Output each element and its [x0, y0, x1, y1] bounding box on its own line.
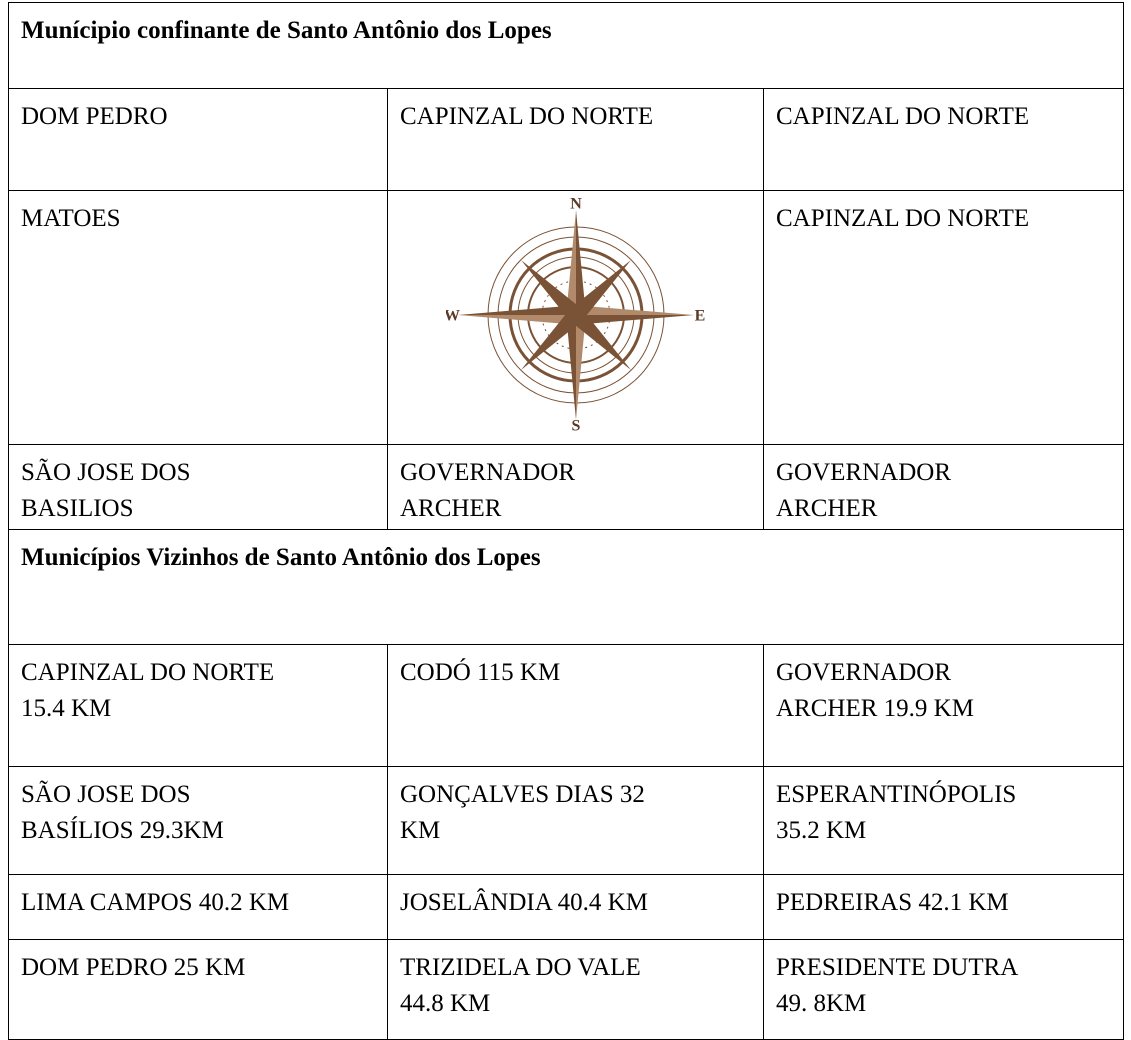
compass-label: W: [446, 308, 460, 325]
cell-text: CAPINZAL DO NORTE: [776, 205, 1030, 232]
cell: CAPINZAL DO NORTE: [762, 190, 1125, 445]
cell-text: CODÓ 115 KM: [400, 659, 561, 686]
cell: PEDREIRAS 42.1 KM: [762, 874, 1125, 940]
compass-label: S: [571, 418, 580, 433]
cell-text: 49. 8KM: [776, 990, 867, 1017]
cell: DOM PEDRO: [8, 88, 388, 191]
cell-text: BASÍLIOS 29.3KM: [21, 817, 224, 844]
cell-text: 44.8 KM: [400, 990, 491, 1017]
row: DOM PEDRO 25 KM TRIZIDELA DO VALE 44.8 KM P…: [8, 939, 1125, 1040]
cell: GOVERNADOR ARCHER: [387, 444, 764, 530]
cell-text: JOSELÂNDIA 40.4 KM: [400, 889, 648, 916]
cell-text: LIMA CAMPOS 40.2 KM: [21, 889, 290, 916]
cell-text: ARCHER 19.9 KM: [776, 695, 974, 722]
cell: CAPINZAL DO NORTE: [387, 88, 764, 191]
cell-text: BASILIOS: [21, 495, 134, 522]
cell: CAPINZAL DO NORTE: [762, 88, 1125, 191]
table: Munícipio confinante de Santo Antônio do…: [7, 2, 1125, 1040]
cell-text: MATOES: [21, 205, 121, 232]
cell-text: GOVERNADOR: [776, 659, 951, 686]
cell-text: CAPINZAL DO NORTE: [776, 103, 1030, 130]
cell: JOSELÂNDIA 40.4 KM: [387, 874, 764, 940]
section-title: Municípios Vizinhos de Santo Antônio dos…: [7, 529, 1125, 645]
cell: LIMA CAMPOS 40.2 KM: [8, 874, 388, 940]
cell-text: DOM PEDRO 25 KM: [21, 954, 246, 981]
compass-cell: N E S W: [387, 190, 764, 445]
cell-text: GONÇALVES DIAS 32: [400, 781, 645, 808]
cell-text: PRESIDENTE DUTRA: [776, 954, 1019, 981]
cell: GOVERNADOR ARCHER: [762, 444, 1125, 530]
cell-text: PEDREIRAS 42.1 KM: [776, 889, 1009, 916]
row: LIMA CAMPOS 40.2 KM JOSELÂNDIA 40.4 KM PED…: [8, 874, 1125, 940]
cell: SÃO JOSE DOS BASÍLIOS 29.3KM: [8, 766, 388, 875]
cell-text: TRIZIDELA DO VALE: [400, 954, 641, 981]
cell: CODÓ 115 KM: [387, 644, 764, 767]
cell: MATOES: [8, 190, 388, 445]
cell-text: CAPINZAL DO NORTE: [400, 103, 654, 130]
cell: PRESIDENTE DUTRA 49. 8KM: [762, 939, 1125, 1040]
cell-text: SÃO JOSE DOS: [21, 781, 191, 808]
cell-text: 15.4 KM: [21, 695, 112, 722]
cell: DOM PEDRO 25 KM: [8, 939, 388, 1040]
cell: GONÇALVES DIAS 32 KM: [387, 766, 764, 875]
cell-text: GOVERNADOR: [776, 459, 951, 486]
cell-text: SÃO JOSE DOS: [21, 459, 191, 486]
cell: TRIZIDELA DO VALE 44.8 KM: [387, 939, 764, 1040]
row: SÃO JOSE DOS BASÍLIOS 29.3KM GONÇALVES DIA…: [8, 766, 1125, 875]
cell: CAPINZAL DO NORTE 15.4 KM: [8, 644, 388, 767]
cell: SÃO JOSE DOS BASILIOS: [8, 444, 388, 530]
cell: GOVERNADOR ARCHER 19.9 KM: [762, 644, 1125, 767]
cell-text: ARCHER: [400, 495, 502, 522]
cell: ESPERANTINÓPOLIS 35.2 KM: [762, 766, 1125, 875]
compass: N E S W: [444, 196, 705, 435]
cell-text: ARCHER: [776, 495, 878, 522]
section-title: Munícipio confinante de Santo Antônio do…: [7, 2, 1125, 89]
cell-text: DOM PEDRO: [21, 103, 168, 130]
cell-text: CAPINZAL DO NORTE: [21, 659, 275, 686]
cell-text: ESPERANTINÓPOLIS: [776, 781, 1017, 808]
compass-label: E: [694, 308, 705, 325]
cell-text: KM: [400, 817, 441, 844]
row: CAPINZAL DO NORTE 15.4 KM CODÓ 115 KM GOVER…: [8, 644, 1125, 767]
compass-label: N: [570, 197, 582, 213]
row: SÃO JOSE DOS BASILIOS GOVERNADOR ARCHER GOVE…: [8, 444, 1125, 530]
cell-text: 35.2 KM: [776, 817, 867, 844]
row: DOM PEDRO CAPINZAL DO NORTE CAPINZAL DO NO…: [8, 88, 1125, 191]
cell-text: GOVERNADOR: [400, 459, 575, 486]
